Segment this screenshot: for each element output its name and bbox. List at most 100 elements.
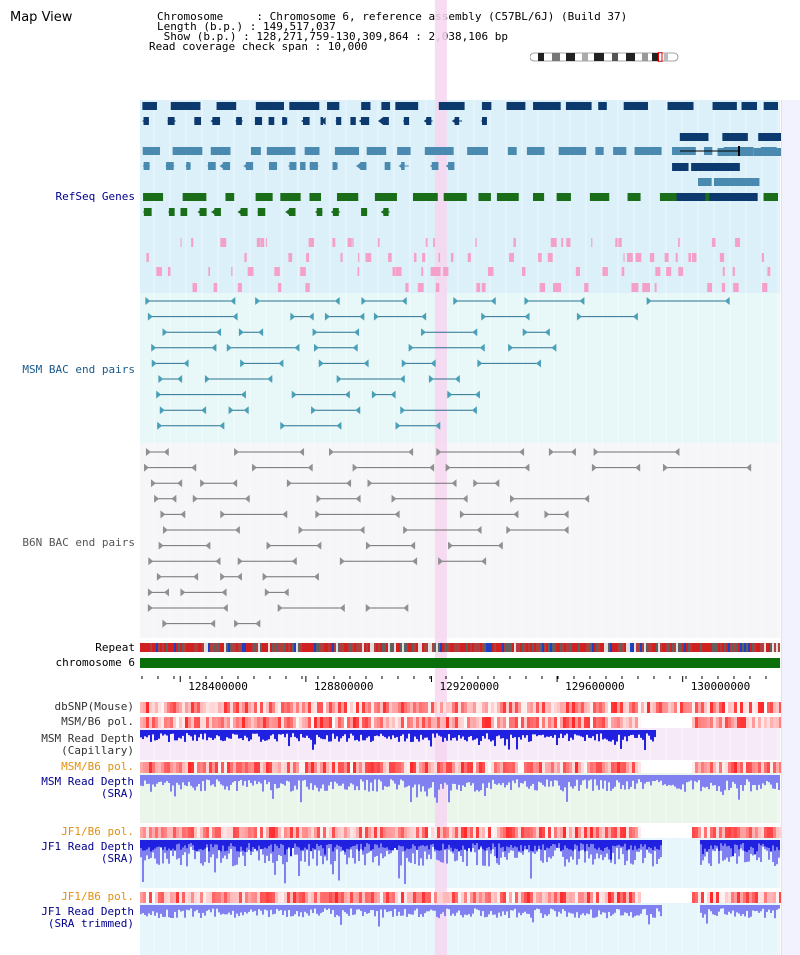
depth-bar	[264, 730, 266, 741]
heat-cell	[305, 892, 308, 903]
depth-bar	[456, 730, 458, 741]
heat-cell	[593, 702, 596, 713]
depth-bar	[336, 775, 338, 784]
depth-bar	[148, 730, 150, 736]
repeat-cell	[678, 643, 680, 652]
heat-cell	[770, 717, 773, 728]
strand-arrow	[380, 208, 386, 216]
depth-bar	[306, 905, 308, 914]
strand-arrow	[481, 117, 487, 125]
depth-bar	[614, 775, 616, 787]
depth-bar	[390, 905, 392, 912]
repeat-cell	[242, 643, 244, 652]
heat-cell	[374, 892, 377, 903]
bac-end	[234, 619, 240, 628]
repeat-cell	[204, 643, 206, 652]
depth-bar	[412, 840, 414, 845]
heat-cell	[302, 762, 305, 773]
depth-bar	[670, 775, 672, 786]
depth-bar	[486, 840, 488, 848]
heat-cell	[344, 892, 347, 903]
vertical-scrollbar[interactable]	[781, 100, 800, 955]
depth-bar	[484, 840, 486, 866]
depth-bar	[458, 840, 460, 852]
depth-bar	[160, 730, 162, 734]
bac-end	[158, 541, 164, 550]
heat-cell	[146, 762, 149, 773]
heat-cell	[182, 892, 185, 903]
depth-bar	[350, 775, 352, 784]
heat-cell	[644, 827, 647, 838]
depth-bar	[516, 840, 518, 858]
repeat-cell	[738, 643, 740, 652]
heat-cell	[176, 702, 179, 713]
depth-bar	[412, 905, 414, 915]
depth-bar	[272, 840, 274, 852]
depth-bar	[266, 730, 268, 741]
depth-bar	[208, 905, 210, 910]
repeat-cell	[598, 643, 600, 652]
heat-cell	[260, 892, 263, 903]
depth-bar	[656, 840, 658, 850]
depth-bar	[724, 775, 726, 791]
depth-bar	[320, 840, 322, 846]
depth-bar	[644, 840, 646, 845]
heat-cell	[656, 717, 659, 728]
heat-cell	[218, 717, 221, 728]
heat-cell	[293, 717, 296, 728]
depth-bar	[544, 730, 546, 738]
depth-bar	[456, 905, 458, 913]
heat-cell	[287, 717, 290, 728]
depth-bar	[342, 840, 344, 851]
heat-cell	[338, 892, 341, 903]
repeat-cell	[708, 643, 710, 652]
feature-tick	[654, 283, 657, 292]
depth-bar	[476, 840, 478, 844]
heat-cell	[269, 762, 272, 773]
depth-bar	[634, 840, 636, 860]
heat-cell	[179, 717, 182, 728]
repeat-cell	[444, 643, 446, 652]
depth-bar	[470, 905, 472, 917]
depth-bar	[452, 730, 454, 738]
repeat-cell	[604, 643, 606, 652]
depth-bar	[500, 730, 502, 739]
repeat-cell	[522, 643, 524, 652]
gene	[182, 193, 207, 201]
depth-bar	[400, 775, 402, 780]
heat-cell	[479, 762, 482, 773]
heat-cell	[494, 827, 497, 838]
depth-bar	[714, 775, 716, 786]
depth-bar	[234, 905, 236, 918]
heat-cell	[638, 892, 641, 903]
heat-cell	[767, 827, 770, 838]
depth-bar	[148, 840, 150, 848]
heat-cell	[608, 717, 611, 728]
depth-bar	[732, 775, 734, 782]
strand-arrow	[216, 102, 222, 110]
chromosome-ideogram[interactable]	[530, 52, 680, 62]
heat-cell	[470, 762, 473, 773]
heat-cell	[764, 827, 767, 838]
heat-cell	[635, 762, 638, 773]
depth-bar	[350, 840, 352, 848]
heat-cell	[323, 827, 326, 838]
depth-bar	[622, 730, 624, 740]
heat-cell	[380, 717, 383, 728]
depth-bar	[638, 730, 640, 735]
heat-cell	[614, 827, 617, 838]
depth-bar	[718, 905, 720, 912]
feature-tick	[347, 238, 352, 247]
heat-cell	[626, 717, 629, 728]
depth-bar	[200, 905, 202, 918]
bac-end	[352, 463, 358, 472]
depth-bar	[574, 730, 576, 735]
depth-bar	[548, 730, 550, 737]
depth-bar	[566, 905, 568, 917]
track-label-refseq: RefSeq Genes	[55, 190, 135, 203]
heat-cell	[389, 762, 392, 773]
heat-cell	[710, 892, 713, 903]
depth-bar	[642, 840, 644, 864]
depth-bar	[594, 905, 596, 918]
